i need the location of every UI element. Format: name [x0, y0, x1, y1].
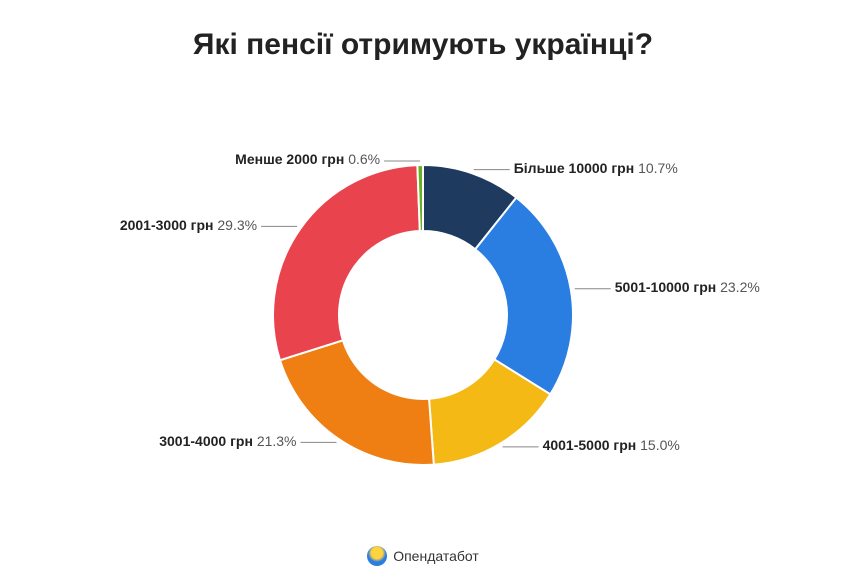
slice-label: 3001-4000 грн 21.3%	[159, 433, 296, 450]
slice-label: Менше 2000 грн 0.6%	[235, 151, 380, 168]
slice-label-value: 15.0%	[640, 437, 680, 453]
slice-label-value: 29.3%	[217, 217, 257, 233]
donut-slice	[273, 165, 420, 360]
slice-label-name: Менше 2000 грн	[235, 151, 348, 167]
slice-label: 2001-3000 грн 29.3%	[120, 217, 257, 234]
slice-label: 4001-5000 грн 15.0%	[543, 437, 680, 454]
slice-label-name: Більше 10000 грн	[514, 160, 638, 176]
footer-text: Опендатабот	[393, 548, 479, 564]
chart-container: Які пенсії отримують українці? Більше 10…	[0, 0, 846, 586]
slice-label-name: 2001-3000 грн	[120, 217, 218, 233]
slice-label-name: 3001-4000 грн	[159, 433, 257, 449]
slice-label: Більше 10000 грн 10.7%	[514, 160, 678, 177]
slice-label-value: 10.7%	[638, 160, 678, 176]
footer: Опендатабот	[0, 546, 846, 566]
slice-label-value: 0.6%	[348, 151, 380, 167]
opendatabot-logo-icon	[367, 546, 387, 566]
slice-label-value: 21.3%	[257, 433, 297, 449]
slice-label-name: 5001-10000 грн	[615, 279, 720, 295]
slice-label-name: 4001-5000 грн	[543, 437, 641, 453]
slice-label-value: 23.2%	[720, 279, 760, 295]
slice-label: 5001-10000 грн 23.2%	[615, 279, 760, 296]
donut-slice	[280, 340, 434, 465]
